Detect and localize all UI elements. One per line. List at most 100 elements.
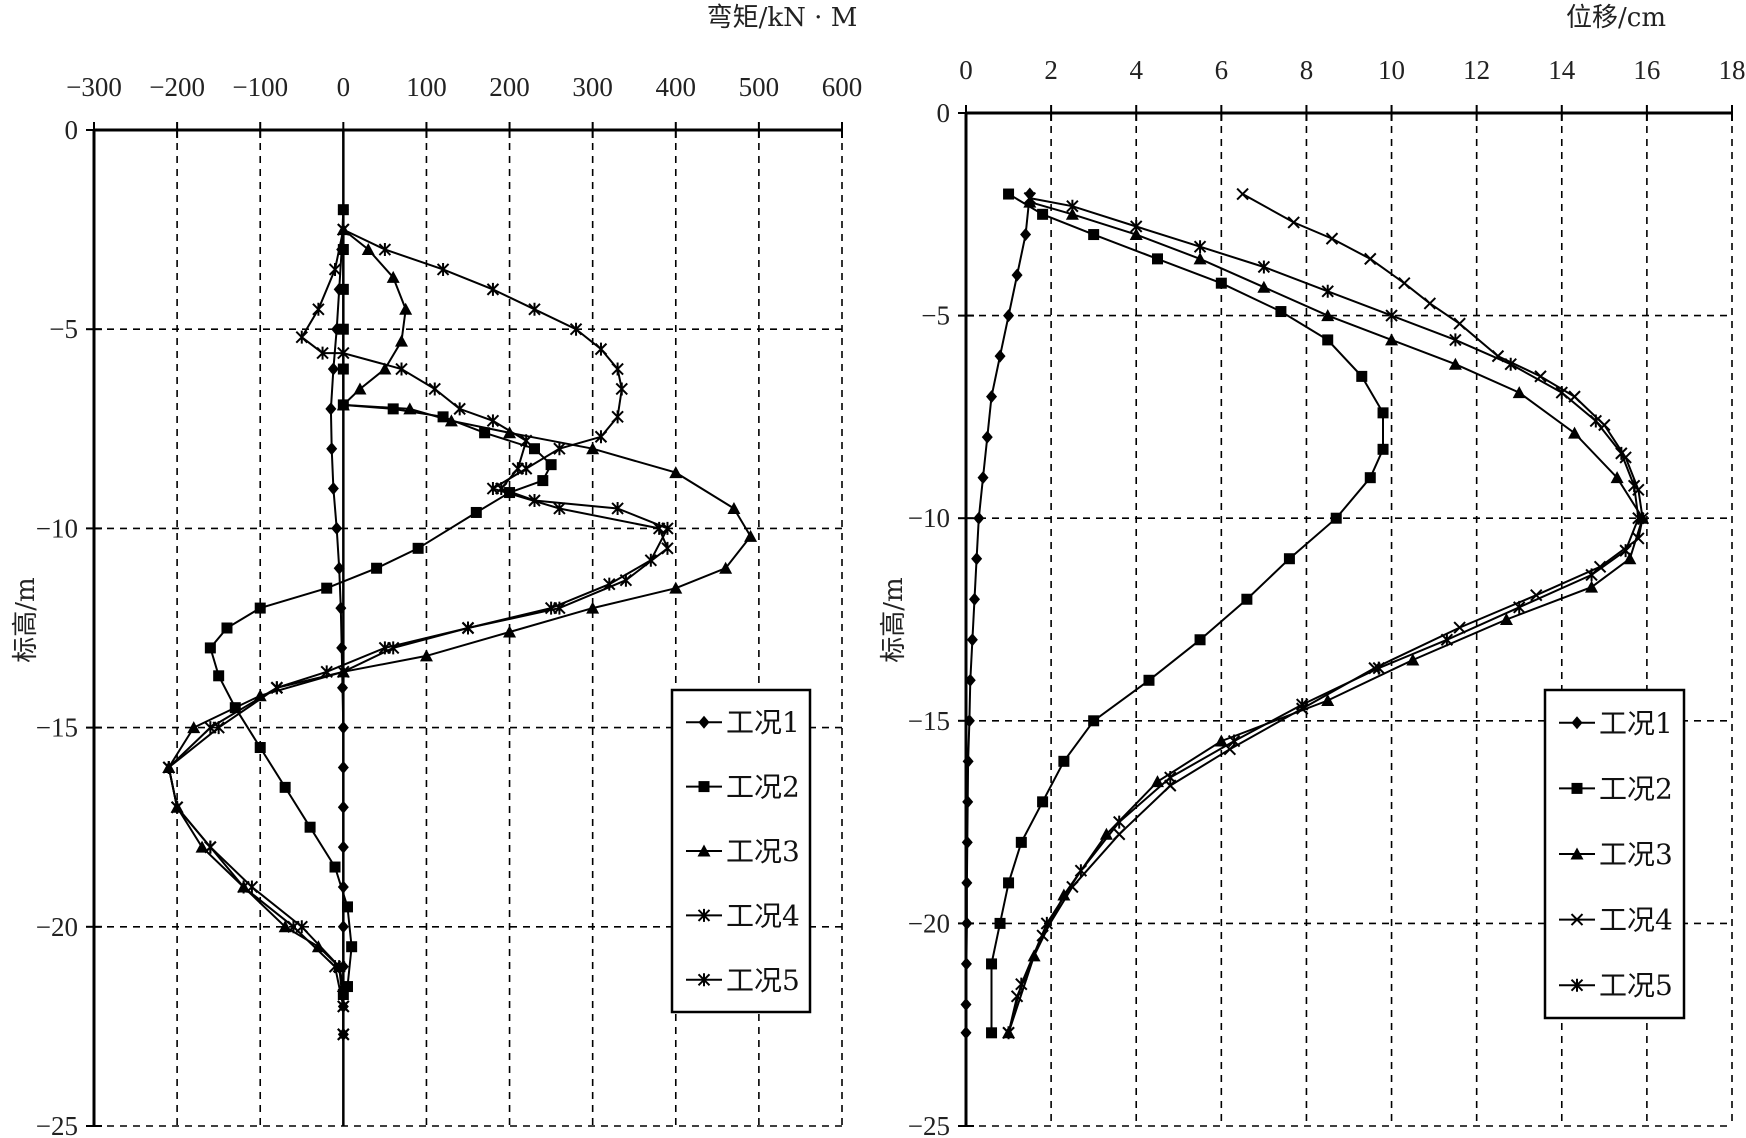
data-point-marker (341, 981, 353, 993)
series-工况5 (1002, 191, 1645, 1040)
data-point-marker (444, 414, 458, 427)
data-point-marker (295, 920, 308, 934)
data-point-marker (519, 462, 533, 476)
legend: 工况1 工况2 工况3 工况4 工况5 (1543, 688, 1686, 1020)
legend-label: 工况2 (726, 771, 800, 804)
moment-chart: 弯矩/kN · M 标高/m −300 −200 −100 0 100 200 300 400… (11, 3, 862, 1138)
series-工况1 (960, 187, 1036, 1040)
data-point-marker (1257, 280, 1271, 293)
legend-item: 工况5 (686, 964, 800, 997)
legend-item: 工况4 (686, 899, 800, 932)
data-point-marker (1372, 661, 1385, 675)
legend-label: 工况5 (1599, 969, 1673, 1002)
data-point-marker (329, 861, 341, 873)
legend-item: 工况5 (1559, 969, 1673, 1002)
data-point-marker (1015, 977, 1028, 991)
data-point-marker (962, 754, 974, 768)
data-point-marker (1236, 187, 1249, 201)
data-point-marker (341, 901, 353, 913)
data-point-marker (337, 760, 349, 774)
data-point-marker (479, 427, 491, 439)
x-tick-label: 4 (1129, 55, 1143, 85)
data-point-marker (254, 742, 266, 754)
x-tick-label: 0 (337, 72, 351, 102)
data-point-marker (212, 721, 225, 735)
data-point-marker (1448, 357, 1462, 370)
data-point-marker (337, 681, 349, 695)
legend-label: 工况5 (726, 964, 800, 997)
data-point-marker (1241, 593, 1253, 605)
data-point-marker (619, 573, 633, 587)
y-axis-title: 标高/m (879, 577, 909, 662)
series-line (990, 193, 1384, 1033)
data-point-marker (486, 482, 500, 496)
legend-marker (697, 973, 711, 987)
data-point-marker (453, 402, 466, 416)
series-工况2 (986, 188, 1389, 1039)
data-point-marker (371, 562, 383, 574)
data-point-marker (437, 411, 449, 423)
legend-marker (698, 781, 710, 793)
series-group (162, 203, 758, 1041)
data-point-marker (337, 665, 350, 679)
data-point-marker (960, 997, 972, 1011)
data-point-marker (661, 541, 674, 555)
data-point-marker (1287, 216, 1300, 229)
data-point-marker (994, 917, 1006, 929)
data-point-marker (304, 821, 316, 833)
data-point-marker (333, 561, 345, 575)
data-point-marker (1619, 544, 1632, 558)
data-point-marker (187, 721, 201, 734)
data-point-marker (586, 601, 600, 614)
data-point-marker (611, 362, 624, 376)
data-point-marker (245, 880, 259, 894)
data-point-marker (1074, 864, 1088, 878)
data-point-marker (331, 521, 343, 535)
data-point-marker (386, 270, 400, 283)
x-tick-label: 12 (1463, 55, 1490, 85)
data-point-marker (537, 475, 549, 487)
data-point-marker (977, 471, 989, 485)
data-point-marker (553, 442, 566, 456)
data-point-marker (1112, 815, 1126, 829)
legend-item: 工况2 (1559, 772, 1673, 805)
data-point-marker (994, 349, 1006, 363)
data-point-marker (403, 402, 417, 415)
data-point-marker (966, 633, 978, 647)
data-point-marker (1002, 1026, 1015, 1040)
legend-marker (1571, 716, 1583, 730)
data-point-marker (1058, 755, 1070, 767)
data-point-marker (436, 262, 450, 276)
series-工况3 (162, 223, 758, 993)
data-point-marker (1322, 334, 1334, 346)
data-point-marker (337, 999, 350, 1013)
data-point-marker (986, 958, 998, 970)
data-point-marker (961, 876, 973, 890)
data-point-marker (399, 302, 413, 315)
data-point-marker (1066, 199, 1079, 213)
data-point-marker (969, 592, 981, 606)
data-point-marker (204, 642, 216, 654)
data-point-marker (1321, 284, 1334, 298)
data-point-marker (386, 641, 400, 655)
legend-item: 工况2 (686, 771, 800, 804)
data-point-marker (1610, 471, 1624, 484)
series-group (960, 187, 1650, 1040)
data-point-marker (1193, 240, 1207, 254)
y-tick-label: −20 (908, 908, 950, 938)
data-point-marker (1385, 333, 1399, 346)
x-tick-label: 8 (1300, 55, 1314, 85)
x-axis-title: 弯矩/kN · M (707, 3, 858, 33)
data-point-marker (553, 501, 566, 515)
tick-labels: 0 2 4 6 8 10 12 14 16 18 0 −5 −10 −15 −20 −25 (908, 55, 1746, 1138)
data-point-marker (1143, 674, 1155, 686)
x-tick-label: −200 (149, 72, 205, 102)
data-point-marker (353, 382, 367, 395)
data-point-marker (1406, 653, 1420, 666)
y-tick-label: −25 (908, 1111, 950, 1138)
series-line (965, 193, 1031, 1033)
data-point-marker (963, 714, 975, 728)
data-point-marker (1377, 407, 1389, 419)
data-point-marker (744, 529, 758, 542)
data-point-marker (213, 670, 225, 682)
